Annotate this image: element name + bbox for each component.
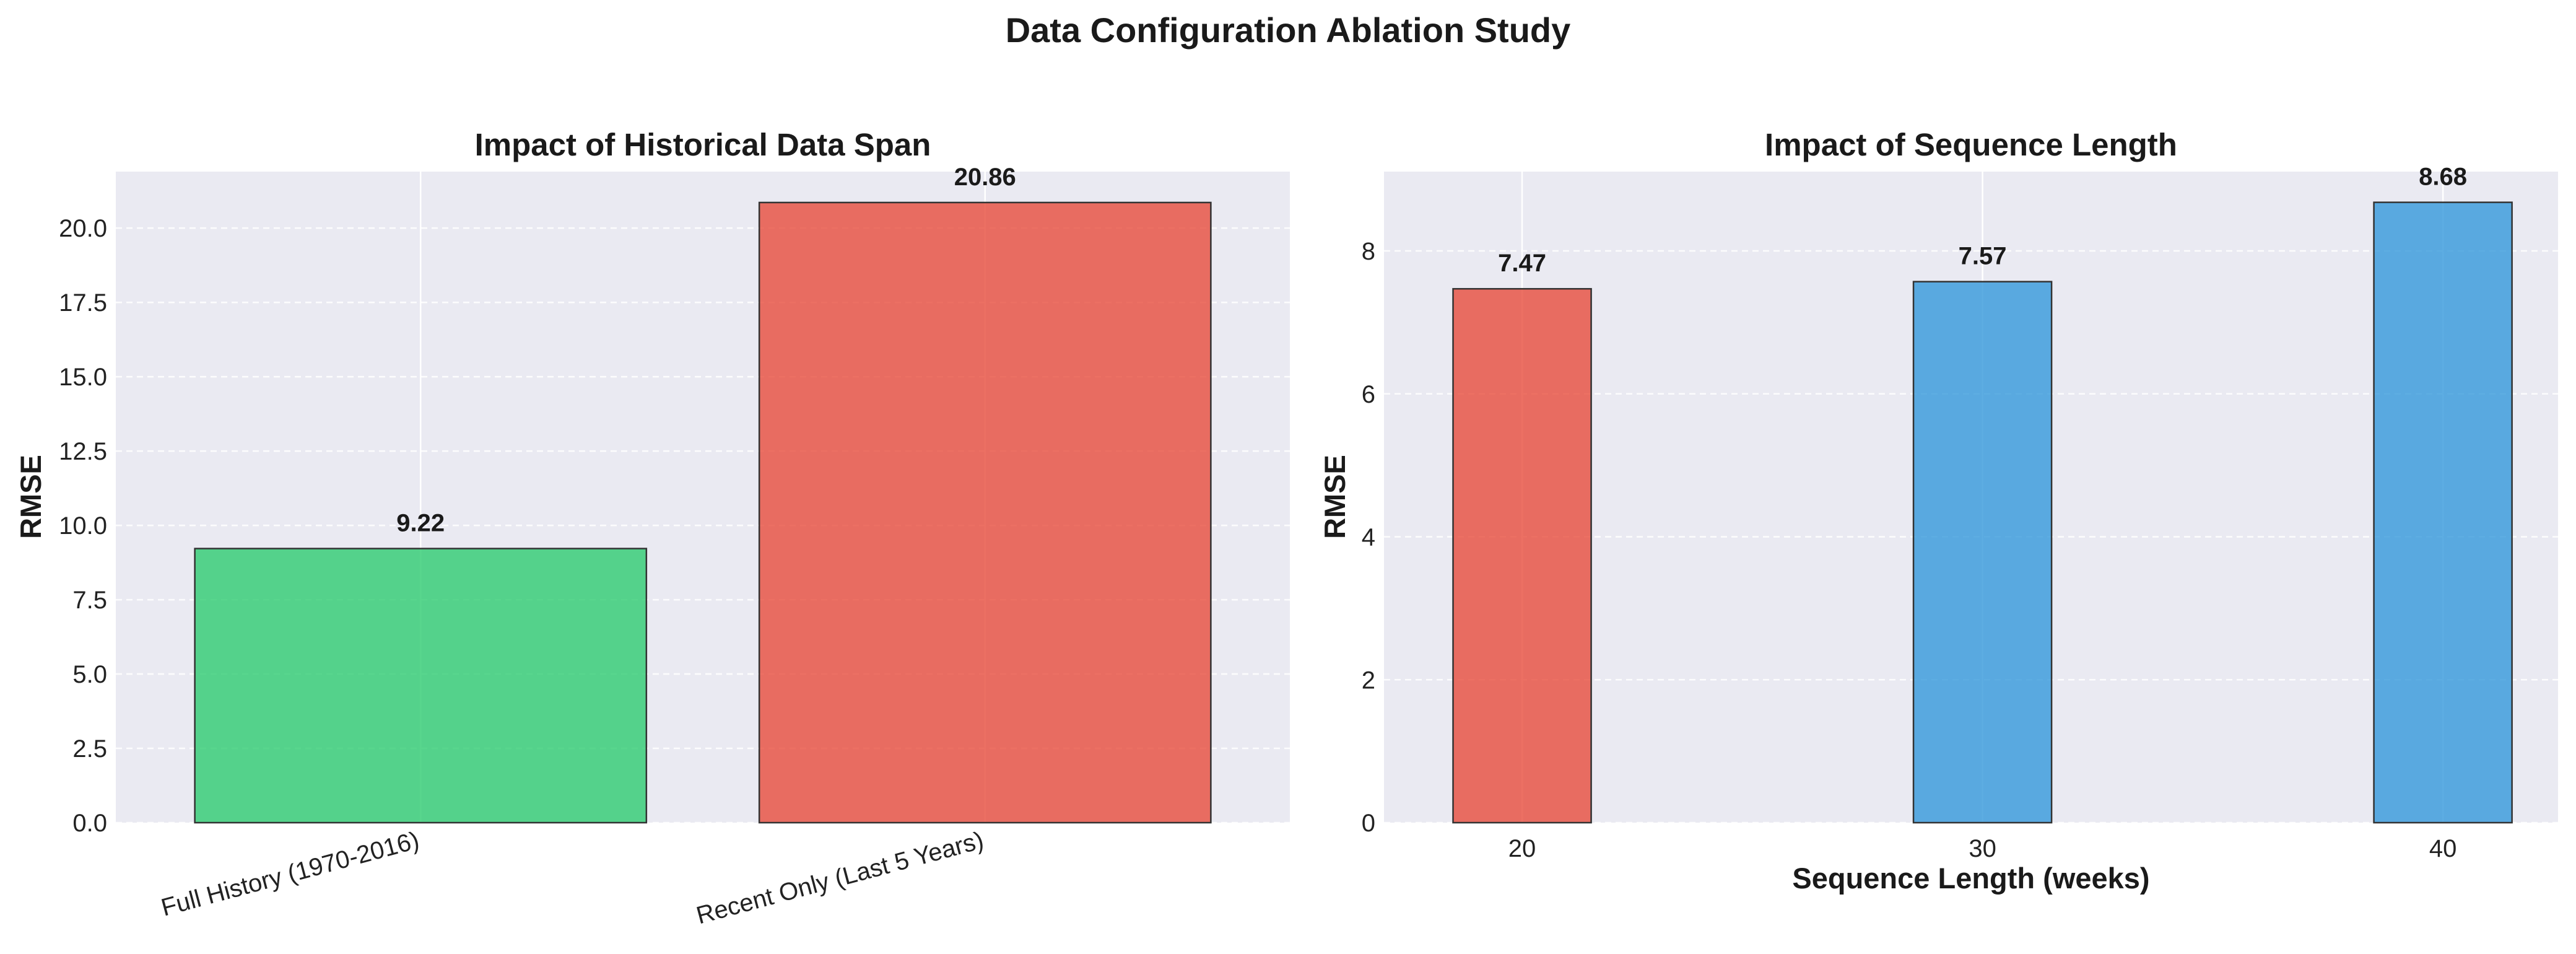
- y-tick-label: 6: [1362, 381, 1375, 408]
- y-axis-label: RMSE: [14, 455, 47, 539]
- y-tick-label: 2.5: [72, 735, 107, 763]
- y-axis-label: RMSE: [1318, 455, 1351, 539]
- y-tick-label: 5.0: [72, 661, 107, 688]
- bar: [758, 201, 1212, 824]
- value-labels: 9.22 20.86: [396, 164, 1016, 537]
- y-tick-label: 0.0: [72, 810, 107, 837]
- bar-value-label: 7.47: [1498, 250, 1546, 277]
- x-tick-label: 30: [1969, 835, 1996, 862]
- x-tick-label: 40: [2429, 835, 2457, 862]
- bars: [194, 201, 1212, 824]
- y-tick-label: 0: [1362, 810, 1375, 837]
- bars: [1452, 201, 2513, 824]
- y-tick-label: 12.5: [59, 438, 107, 465]
- value-labels: 7.47 7.57 8.68: [1498, 164, 2467, 278]
- x-tick-labels: 20 30 40: [1508, 835, 2457, 862]
- chart-title: Impact of Historical Data Span: [475, 127, 931, 162]
- x-axis-label: Sequence Length (weeks): [1792, 862, 2149, 895]
- y-tick-label: 4: [1362, 524, 1375, 551]
- y-tick-labels: 0 2 4 6 8: [1362, 238, 1375, 837]
- figure-title: Data Configuration Ablation Study: [1006, 11, 1571, 50]
- x-tick-label: 20: [1508, 835, 1536, 862]
- bar-value-label: 20.86: [954, 164, 1016, 191]
- y-tick-label: 8: [1362, 238, 1375, 265]
- bar: [1452, 287, 1592, 824]
- chart-title: Impact of Sequence Length: [1765, 127, 2177, 162]
- chart-historical-span: 9.22 20.86 0.0 2.5 5.0 7.5 10.0 12.5 15.0 17.5 20…: [14, 127, 1290, 929]
- bar-value-label: 9.22: [396, 510, 445, 537]
- y-tick-label: 10.0: [59, 512, 107, 540]
- bar-value-label: 7.57: [1959, 243, 2007, 270]
- bar-value-label: 8.68: [2419, 164, 2467, 191]
- y-tick-labels: 0.0 2.5 5.0 7.5 10.0 12.5 15.0 17.5 20.0: [59, 215, 107, 837]
- bar: [194, 548, 648, 824]
- bar: [1912, 281, 2053, 824]
- y-tick-label: 7.5: [72, 587, 107, 614]
- chart-sequence-length: 7.47 7.57 8.68 0 2 4 6 8 20 30 40 Impact of Sequ…: [1318, 127, 2558, 895]
- y-tick-label: 17.5: [59, 289, 107, 317]
- bar: [2373, 201, 2513, 824]
- y-tick-label: 20.0: [59, 215, 107, 242]
- y-tick-label: 2: [1362, 667, 1375, 694]
- y-tick-label: 15.0: [59, 364, 107, 391]
